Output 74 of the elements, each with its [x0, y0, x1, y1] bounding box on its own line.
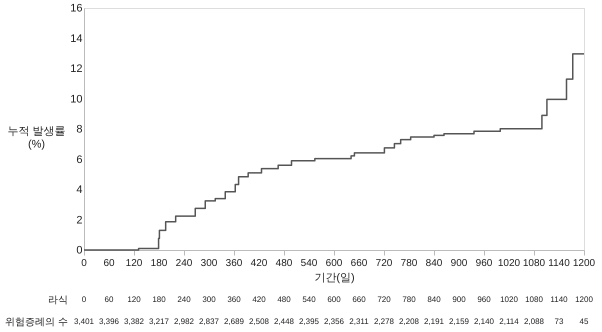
text: 900 — [452, 295, 466, 304]
x-tick-label: 300 — [200, 258, 218, 269]
text: 3,382 — [124, 317, 145, 326]
x-tick-label: 1020 — [498, 258, 521, 269]
text: 2,448 — [274, 317, 295, 326]
x-tick-label: 1140 — [548, 258, 570, 269]
x-tick-label: 1200 — [572, 258, 596, 269]
x-tick-label: 360 — [226, 258, 243, 269]
x-tick-label: 1080 — [522, 258, 546, 269]
x-axis-title: 기간(일) — [314, 272, 355, 284]
text: 120 — [127, 295, 142, 304]
x-tick-label: 480 — [276, 258, 293, 269]
y-tick-label: 14 — [70, 32, 82, 45]
text: 2,689 — [224, 317, 245, 326]
x-tick-label: 120 — [126, 258, 143, 269]
text: 600 — [327, 295, 342, 304]
x-tick-label: 900 — [450, 258, 468, 269]
text: 2,140 — [474, 317, 495, 326]
text: 2,508 — [248, 317, 270, 326]
text: 720 — [377, 295, 392, 304]
text: 1020 — [500, 295, 518, 304]
y-tick-label: 6 — [76, 154, 82, 166]
y-tick-label: 10 — [70, 93, 82, 106]
text: 2,191 — [424, 317, 445, 326]
text: 2,356 — [324, 317, 345, 326]
text: 1200 — [575, 295, 594, 304]
y-tick-label: 4 — [76, 184, 82, 196]
text: 660 — [352, 295, 366, 304]
text: 3,396 — [98, 317, 120, 326]
text: 73 — [554, 317, 564, 326]
text: 300 — [202, 295, 216, 304]
text: 480 — [277, 295, 292, 304]
text: 2,088 — [524, 317, 545, 326]
y-axis-title: 누적 발생률 (%) — [7, 126, 66, 150]
text: 2,159 — [448, 317, 470, 326]
x-tick-label: 960 — [476, 258, 493, 269]
text: 180 — [152, 295, 166, 304]
text: 3,401 — [74, 317, 95, 326]
x-tick-label: 540 — [300, 258, 318, 269]
text: 위험증례의 수 — [5, 317, 68, 328]
y-tick-label: 0 — [76, 244, 82, 256]
x-tick-label: 660 — [350, 258, 368, 269]
text: 라식 — [48, 295, 68, 306]
y-tick-label: 2 — [76, 214, 82, 226]
text: 420 — [252, 295, 266, 304]
text: 2,837 — [198, 317, 220, 326]
text: 540 — [302, 295, 316, 304]
y-tick-label: 8 — [76, 124, 82, 136]
text: 2,114 — [499, 317, 520, 326]
x-tick-label: 840 — [426, 258, 443, 269]
text: 45 — [580, 317, 589, 326]
text: 840 — [427, 295, 442, 304]
x-tick-label: 780 — [400, 258, 418, 269]
text: 360 — [227, 295, 242, 304]
text: 3,217 — [148, 317, 170, 326]
text: 1140 — [550, 295, 568, 304]
y-tick-label: 16 — [70, 2, 82, 14]
text: 2,208 — [398, 317, 420, 326]
x-tick-label: 240 — [176, 258, 193, 269]
text: 240 — [177, 295, 192, 304]
text: 2,278 — [374, 317, 395, 326]
text: 60 — [104, 295, 114, 304]
x-tick-label: 720 — [376, 258, 393, 269]
text: 1080 — [525, 295, 544, 304]
text: 780 — [402, 295, 416, 304]
text: 2,395 — [298, 317, 320, 326]
x-tick-label: 60 — [103, 258, 115, 269]
text: 2,982 — [174, 317, 195, 326]
x-tick-label: 420 — [250, 258, 268, 269]
x-tick-label: 600 — [326, 258, 343, 269]
text: 2,311 — [349, 317, 370, 326]
text: 960 — [477, 295, 492, 304]
y-tick-label: 12 — [70, 63, 82, 75]
x-tick-label: 180 — [150, 258, 168, 269]
